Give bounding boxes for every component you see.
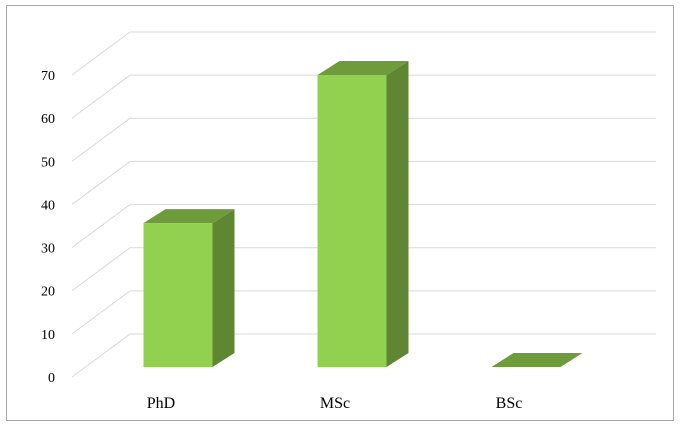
gridline: [71, 160, 656, 205]
x-category-label: PhD: [147, 395, 175, 412]
gridline: [71, 74, 656, 119]
bar-side-phd: [212, 209, 235, 367]
y-tick-label: 40: [41, 198, 55, 213]
gridline: [71, 204, 656, 248]
gridline: [71, 247, 656, 292]
bar-front-msc: [317, 75, 387, 367]
y-tick-label: 20: [41, 285, 55, 300]
bar-top-msc: [317, 61, 409, 75]
x-category-label: BSc: [496, 395, 523, 412]
bar-top-bsc: [491, 353, 583, 367]
bar-front-phd: [143, 223, 213, 367]
y-tick-label: 70: [41, 69, 55, 84]
gridline: [71, 31, 656, 76]
y-tick-label: 10: [41, 328, 55, 343]
y-tick-label: 60: [41, 112, 55, 127]
gridline: [71, 290, 656, 335]
gridline: [71, 333, 656, 378]
y-tick-label: 50: [41, 155, 55, 170]
bar-side-msc: [386, 61, 409, 367]
bar-top-phd: [143, 209, 235, 224]
gridline: [71, 117, 656, 162]
y-tick-label: 30: [41, 242, 55, 257]
x-category-label: MSc: [320, 395, 350, 412]
y-tick-label: 0: [48, 371, 55, 386]
